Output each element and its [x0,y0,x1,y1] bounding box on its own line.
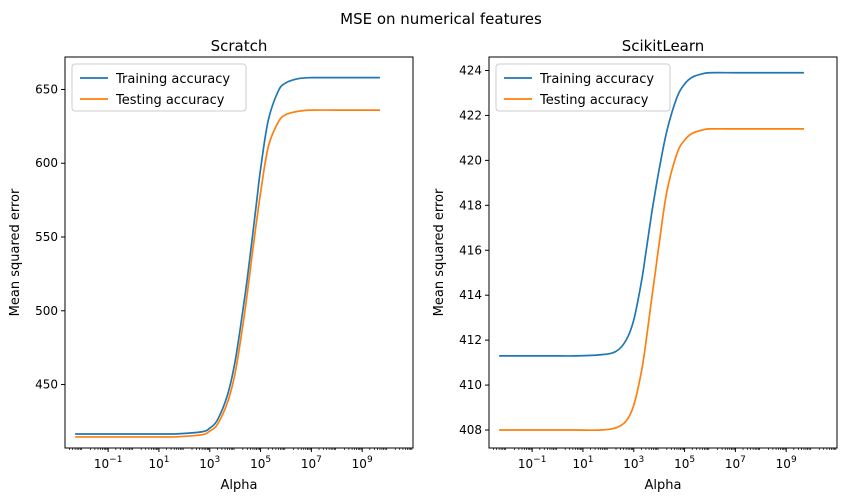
legend-label: Training accuracy [115,72,230,87]
chart-scratch: Scratch 10−1 101 103 105 107 109 450 500 550 600 65… [8,37,414,493]
legend: Training accuracy Testing accuracy [71,63,247,112]
series-line-training [75,76,380,435]
y-tick-label: 408 [459,423,482,437]
y-tick-label: 422 [459,108,482,122]
x-axis-label: Alpha [221,478,258,493]
y-tick-label: 500 [35,304,58,318]
legend-box [495,63,671,112]
x-tick-label: 107 [725,455,746,471]
axes-title: ScikitLearn [622,37,705,55]
series-line-testing [75,109,380,438]
x-tick-label: 109 [776,455,797,471]
y-tick-label: 410 [459,378,482,392]
y-tick-label: 418 [459,198,482,212]
x-tick-label: 105 [674,455,695,471]
x-tick-label: 101 [148,455,169,471]
axes-frame [488,56,838,449]
y-tick-label: 412 [459,333,482,347]
x-tick-label: 10−1 [94,455,123,471]
x-tick-label: 10−1 [518,455,547,471]
legend-label: Testing accuracy [115,93,225,108]
y-tick-label: 420 [459,153,482,167]
x-tick-label: 107 [301,455,322,471]
y-tick-label: 550 [35,230,58,244]
y-tick-label: 416 [459,243,482,257]
y-tick-label: 450 [35,378,58,392]
legend: Training accuracy Testing accuracy [495,63,671,112]
y-tick-label: 424 [459,63,482,77]
y-axis-label: Mean squared error [8,188,23,316]
x-tick-label: 101 [572,455,593,471]
legend-label: Training accuracy [539,72,654,87]
x-axis-label: Alpha [645,478,682,493]
x-tick-label: 109 [352,455,373,471]
series-line-testing [499,127,804,432]
y-axis-label: Mean squared error [432,188,447,316]
legend-label: Testing accuracy [539,93,649,108]
x-tick-label: 103 [623,455,644,471]
x-tick-label: 103 [199,455,220,471]
chart-scikitlearn: ScikitLearn 10−1 101 103 105 107 109 408 410 412 4… [432,37,838,493]
series-line-training [499,71,804,357]
legend-box [71,63,247,112]
y-tick-label: 650 [35,82,58,96]
y-tick-label: 414 [459,288,482,302]
y-tick-label: 600 [35,156,58,170]
figure-title: MSE on numerical features [340,10,542,28]
axes-title: Scratch [211,37,268,55]
axes-frame [64,56,414,449]
x-tick-label: 105 [250,455,271,471]
